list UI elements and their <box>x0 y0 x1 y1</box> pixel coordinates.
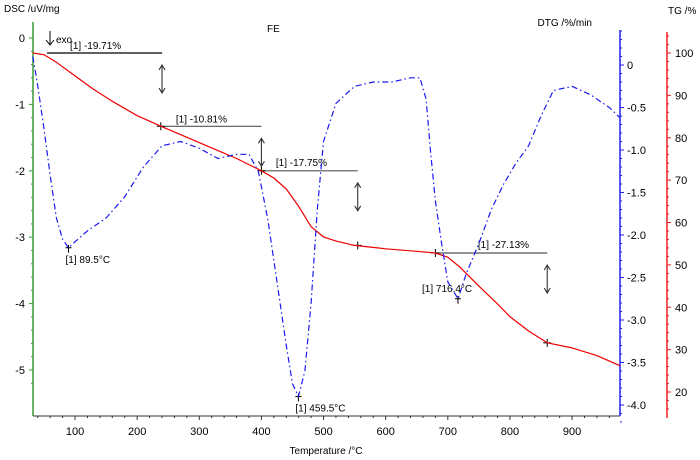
dsc-tick-label: -2 <box>15 166 25 178</box>
x-tick-label: 100 <box>66 426 84 438</box>
x-tick-label: 600 <box>377 426 395 438</box>
tg-tick-label: 100 <box>675 48 693 60</box>
tg-tick-label: 60 <box>675 218 687 230</box>
dtg-curve <box>32 56 621 398</box>
dtg-tick-label: -2.0 <box>627 230 646 242</box>
peak-label: [1] 89.5°C <box>66 255 111 266</box>
dsc-axis-title: DSC /uV/mg <box>4 4 60 15</box>
double-arrow-icon <box>158 63 166 95</box>
x-tick-label: 800 <box>501 426 519 438</box>
dtg-tick-label: -1.5 <box>627 188 646 200</box>
dtg-tick-label: -1.0 <box>627 145 646 157</box>
dsc-tick-label: -5 <box>15 365 25 377</box>
double-arrow-icon <box>543 263 551 295</box>
double-arrow-icon <box>257 137 265 168</box>
dtg-tick-label: -2.5 <box>627 273 646 285</box>
dsc-tick-label: -4 <box>15 299 25 311</box>
mass-step-label: [1] -27.13% <box>478 240 529 251</box>
peak-label: [1] 459.5°C <box>295 404 345 415</box>
mass-step-label: [1] -19.71% <box>70 41 121 52</box>
tg-tick-label: 90 <box>675 90 687 102</box>
x-tick-label: 400 <box>252 426 270 438</box>
tg-tick-label: 80 <box>675 133 687 145</box>
x-tick-label: 200 <box>128 426 146 438</box>
dsc-tick-label: 0 <box>19 33 25 45</box>
dtg-axis-title: DTG /%/min <box>538 18 592 29</box>
x-tick-label: 900 <box>563 426 581 438</box>
x-tick-label: 500 <box>314 426 332 438</box>
dtg-tick-label: -4.0 <box>627 400 646 412</box>
tg-tick-label: 40 <box>675 302 687 314</box>
x-tick-label: 300 <box>190 426 208 438</box>
exo-label: exo <box>56 35 73 46</box>
exo-indicator: exo <box>45 31 73 46</box>
peak-label: [1] 716.4°C <box>422 284 472 295</box>
tg-tick-label: 20 <box>675 387 687 399</box>
dtg-tick-label: 0 <box>627 60 633 72</box>
dtg-tick-label: -3.5 <box>627 358 646 370</box>
tg-tick-label: 50 <box>675 260 687 272</box>
tg-tick-label: 70 <box>675 175 687 187</box>
double-arrow-icon <box>354 181 362 212</box>
tg-axis-title: TG /% <box>668 6 696 17</box>
x-axis-title: Temperature /°C <box>290 446 363 457</box>
mass-step-label: [1] -10.81% <box>176 114 227 125</box>
mass-step-label: [1] -17.75% <box>276 158 327 169</box>
dsc-tick-label: -1 <box>15 99 25 111</box>
exo-arrow-icon <box>45 31 55 46</box>
dtg-tick-label: -0.5 <box>627 103 646 115</box>
chart-title: FE <box>267 24 280 35</box>
tg-tick-label: 30 <box>675 345 687 357</box>
peak-marker <box>65 244 72 253</box>
dtg-tick-label: -3.0 <box>627 315 646 327</box>
dsc-tick-label: -3 <box>15 232 25 244</box>
x-tick-label: 700 <box>439 426 457 438</box>
tg-curve <box>32 52 621 367</box>
